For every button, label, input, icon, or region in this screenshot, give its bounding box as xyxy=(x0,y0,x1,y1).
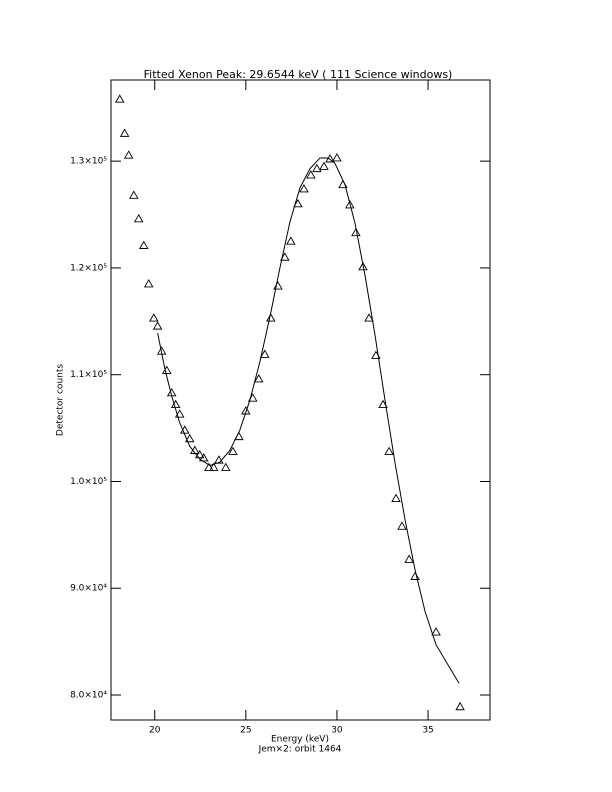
x-tick-label: 30 xyxy=(331,726,343,736)
data-point xyxy=(266,313,276,322)
x-axis-label: Energy (keV) xyxy=(271,735,329,745)
subtitle: Jem×2: orbit 1464 xyxy=(258,745,342,755)
data-point xyxy=(139,240,149,249)
data-point xyxy=(410,571,420,580)
y-tick-label: 1.3×10⁵ xyxy=(70,157,107,167)
data-point xyxy=(208,462,219,472)
data-point xyxy=(391,493,401,503)
data-point xyxy=(286,236,296,245)
data-point xyxy=(332,153,342,162)
data-point xyxy=(364,313,374,322)
y-tick-label: 1.1×10⁵ xyxy=(70,370,107,380)
data-point xyxy=(306,170,316,179)
data-point xyxy=(253,374,264,383)
data-point xyxy=(149,313,159,322)
data-point xyxy=(194,449,205,459)
data-point xyxy=(293,198,303,208)
data-point xyxy=(241,406,251,415)
data-point xyxy=(397,521,407,530)
x-tick-label: 20 xyxy=(149,726,161,736)
fit-line xyxy=(157,157,460,684)
data-point xyxy=(351,227,361,237)
data-point xyxy=(204,462,214,472)
y-tick-label: 1.0×10⁵ xyxy=(70,477,107,487)
data-point xyxy=(129,190,139,199)
plot-frame xyxy=(110,79,491,721)
y-axis-label: Detector counts xyxy=(56,364,66,436)
data-point xyxy=(119,128,130,137)
x-tick-label: 35 xyxy=(422,726,433,736)
data-point xyxy=(184,433,195,443)
data-point xyxy=(228,446,238,456)
data-point xyxy=(378,399,388,409)
data-point xyxy=(345,200,355,209)
data-point xyxy=(319,161,329,170)
data-point xyxy=(312,163,322,173)
data-point xyxy=(174,409,185,418)
data-point xyxy=(404,554,414,563)
y-tick-label: 8.0×10⁴ xyxy=(70,691,107,701)
y-tick-label: 1.2×10⁵ xyxy=(70,263,107,273)
data-point xyxy=(273,281,283,290)
data-point xyxy=(221,462,231,472)
x-tick-label: 25 xyxy=(240,726,251,736)
data-point xyxy=(133,213,144,223)
data-point xyxy=(299,184,309,193)
data-point xyxy=(161,365,172,374)
data-point xyxy=(214,455,224,464)
data-point xyxy=(123,150,134,159)
data-point xyxy=(358,261,368,271)
data-point xyxy=(260,349,270,358)
data-point xyxy=(198,453,209,462)
data-point xyxy=(114,94,125,103)
data-point xyxy=(431,627,441,636)
data-point xyxy=(384,446,394,456)
data-point xyxy=(143,279,154,288)
y-tick-label: 9.0×10⁴ xyxy=(70,584,107,594)
data-point xyxy=(455,701,465,711)
chart-title: Fitted Xenon Peak: 29.6544 keV ( 111 Sci… xyxy=(144,68,453,81)
data-point xyxy=(152,321,163,330)
